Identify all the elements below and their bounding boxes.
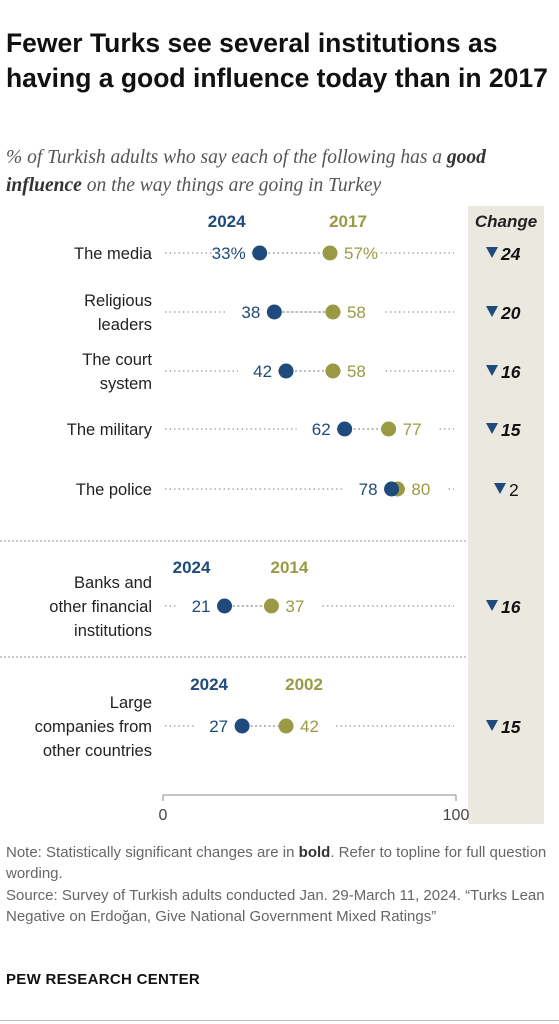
category-label: other countries [43,742,152,760]
legend-label-old: 2002 [285,675,323,694]
label-backing [238,360,279,382]
footer-source: Source: Survey of Turkish adults conduct… [6,887,545,925]
dot-new [337,421,353,437]
category-label: Religious [84,292,152,310]
change-value: 15 [501,420,521,440]
change-value: 15 [501,717,521,737]
note-text-start: Note: Statistically significant changes … [6,844,295,861]
label-backing [211,242,252,264]
footer-note: Note: Statistically significant changes … [6,842,554,884]
change-down-arrow-icon [486,423,498,434]
dot-plot: 2024 2017 The media 33% 57% 24 Religious leader… [0,212,521,824]
value-label-new: 38 [241,303,260,322]
subtitle-text-end: on the way things are going in Turkey [86,175,382,196]
dot-new [217,598,233,614]
change-down-arrow-icon [486,247,498,258]
change-column-header: Change [474,212,538,231]
label-backing [343,478,384,500]
dot-new [278,363,294,379]
label-backing [294,715,337,737]
category-label: system [100,375,152,393]
dot-new [266,304,282,320]
value-label-new: 78 [359,480,378,499]
chart-subtitle: % of Turkish adults who say each of the … [6,144,554,200]
change-down-arrow-icon [494,483,506,494]
label-backing [226,301,267,323]
change-down-arrow-icon [486,720,498,731]
label-backing [396,418,439,440]
change-value: 16 [501,362,521,382]
note-text-end: . Refer to topline for full question wor… [6,844,547,882]
label-backing [338,242,381,264]
change-down-arrow-icon [486,365,498,376]
dot-old [381,421,397,437]
category-label: The police [76,481,152,499]
category-label: other financial [49,598,152,616]
change-down-arrow-icon [486,306,498,317]
value-label-old: 80 [411,480,430,499]
label-backing [340,301,383,323]
category-label: Large [110,694,152,712]
category-label: The military [67,421,153,439]
label-backing [340,360,383,382]
legend-label-new: 2024 [190,675,228,694]
category-label: leaders [98,316,152,334]
legend-label-old: 2017 [329,212,367,231]
subtitle-text-start: % of Turkish adults who say each of the … [6,147,443,168]
change-value: 20 [500,303,521,323]
value-label-old: 58 [347,303,366,322]
dot-old [325,363,341,379]
value-label-new: 42 [253,362,272,381]
legend-label-old: 2014 [270,558,308,577]
dot-old [325,304,341,320]
x-tick-label: 100 [443,807,470,824]
dot-new [384,481,400,497]
label-backing [194,715,235,737]
label-backing [279,595,322,617]
category-label: Banks and [74,574,152,592]
brand-logo-text: PEW RESEARCH CENTER [6,971,201,988]
x-tick-label: 0 [159,807,168,824]
note-emphasis: bold [298,844,331,861]
label-backing [405,478,448,500]
dot-new [234,718,250,734]
change-column-band [468,206,544,824]
value-label-new: 27 [209,717,228,736]
value-label-old: 37 [285,597,304,616]
value-label-old: 77 [403,420,422,439]
dot-new [252,245,268,261]
chart-title: Fewer Turks see several institutions as … [6,28,548,93]
value-label-new: 21 [192,597,211,616]
change-value: 24 [500,244,521,264]
dot-old [322,245,338,261]
category-label: companies from [35,718,152,736]
value-label-old: 42 [300,717,319,736]
value-label-new: 62 [312,420,331,439]
value-label-new: 33% [212,244,246,263]
change-value: 16 [501,597,521,617]
legend-label-new: 2024 [173,558,211,577]
change-down-arrow-icon [486,600,498,611]
label-backing [176,595,217,617]
bottom-divider [0,1020,559,1021]
category-label: The media [74,245,153,263]
value-label-old: 58 [347,362,366,381]
dot-old [278,718,294,734]
label-backing [296,418,337,440]
value-label-old: 57% [344,244,378,263]
change-value: 2 [509,480,519,500]
category-label: institutions [74,622,152,640]
legend-label-new: 2024 [208,212,246,231]
subtitle-emphasis: good influence [6,147,486,196]
dot-old [263,598,279,614]
category-label: The court [82,351,152,369]
